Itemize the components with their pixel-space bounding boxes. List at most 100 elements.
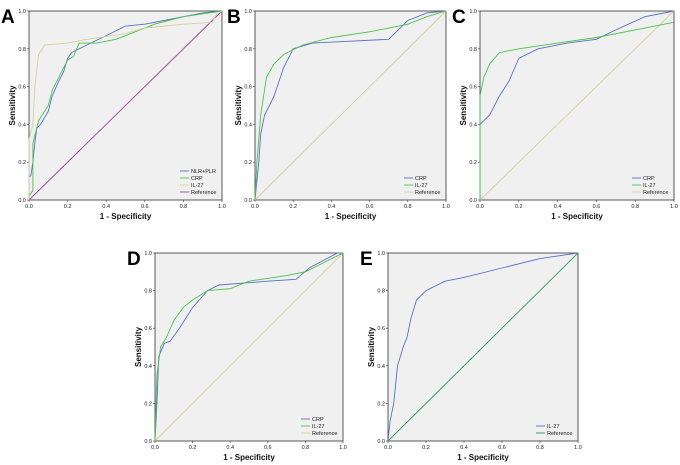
x-tick-label: 0.4 — [226, 445, 234, 451]
y-tick-label: 0.6 — [244, 85, 252, 91]
y-tick-label: 0.6 — [377, 326, 385, 332]
roc-panel-b: B 0.00.0 0.2 0.2 0.4 0.4 0.6 0.6 0.8 0.8 1.0 1.0 1 -… — [227, 7, 450, 221]
x-tick-label: 0.8 — [536, 445, 544, 451]
x-tick-label: 0.6 — [264, 445, 272, 451]
roc-panel-e: E 0.00.0 0.2 0.2 0.4 0.4 0.6 0.6 0.8 0.8 1.0 1.0 1 -… — [360, 249, 582, 462]
roc-panel-c: C 0.00.0 0.2 0.2 0.4 0.4 0.6 0.6 0.8 0.8 1.0 1.0 1 -… — [452, 7, 678, 221]
x-tick-label: 0.8 — [180, 204, 188, 210]
x-tick-label: 0.4 — [554, 204, 562, 210]
roc-curve-crp — [254, 10, 447, 201]
roc-curve-il-27 — [479, 21, 675, 200]
y-tick-label: 0.4 — [469, 122, 477, 128]
legend-label: IL-27 — [415, 183, 428, 189]
x-tick-label: 0.8 — [631, 204, 639, 210]
roc-curve-il-27 — [154, 252, 344, 442]
x-tick-label: 1.0 — [670, 204, 678, 210]
legend-label: IL-27 — [547, 424, 560, 430]
x-tick-label: 0.2 — [289, 204, 297, 210]
legend-label: Reference — [191, 190, 216, 196]
roc-curve-nlr-plr — [28, 10, 223, 200]
x-tick-label: 0.2 — [515, 204, 523, 210]
x-tick-label: 0.0 — [251, 204, 259, 210]
y-tick-label: 0.2 — [144, 401, 152, 407]
x-tick-label: 0.6 — [366, 204, 374, 210]
x-tick-label: 0.2 — [189, 445, 197, 451]
y-tick-label: 1.0 — [18, 9, 26, 15]
y-axis-label: Sensitivity — [134, 326, 143, 367]
panel-label: B — [227, 7, 241, 28]
legend-label: IL-27 — [312, 424, 325, 430]
y-tick-label: 0.2 — [18, 160, 26, 166]
x-axis-label: 1 - Specificity — [223, 453, 275, 462]
y-tick-label: 0.8 — [469, 47, 477, 53]
y-tick-label: 0.6 — [18, 85, 26, 91]
x-tick-label: 1.0 — [339, 445, 347, 451]
legend-label: Reference — [547, 431, 572, 437]
x-tick-label: 1.0 — [574, 445, 582, 451]
y-tick-label: 0.4 — [244, 122, 252, 128]
panel-label: E — [360, 249, 373, 270]
legend-label: IL-27 — [191, 183, 204, 189]
y-axis-label: Sensitivity — [459, 85, 468, 126]
x-tick-label: 0.2 — [422, 445, 430, 451]
roc-curve-reference — [387, 252, 579, 442]
x-tick-label: 0.8 — [404, 204, 412, 210]
roc-curve-reference — [28, 10, 223, 201]
x-tick-label: 0.6 — [141, 204, 149, 210]
y-tick-label: 0.2 — [377, 401, 385, 407]
y-axis-label: Sensitivity — [8, 85, 17, 126]
x-tick-label: 0.0 — [25, 204, 33, 210]
x-tick-label: 0.4 — [102, 204, 110, 210]
x-tick-label: 1.0 — [218, 204, 226, 210]
x-tick-label: 0.0 — [151, 445, 159, 451]
y-tick-label: 0.2 — [244, 160, 252, 166]
y-tick-label: 0.0 — [377, 439, 385, 445]
x-tick-label: 0.6 — [593, 204, 601, 210]
roc-curve-crp — [479, 10, 675, 200]
legend-label: Reference — [415, 190, 440, 196]
legend-label: Reference — [643, 190, 668, 196]
roc-curve-reference — [254, 10, 447, 201]
roc-curve-reference — [154, 252, 344, 442]
legend-label: CRP — [312, 417, 324, 423]
y-tick-label: 0.0 — [18, 198, 26, 204]
y-tick-label: 0.0 — [244, 198, 252, 204]
y-axis-label: Sensitivity — [234, 85, 243, 126]
y-tick-label: 0.8 — [377, 289, 385, 295]
x-tick-label: 1.0 — [442, 204, 450, 210]
legend-label: CRP — [191, 176, 203, 182]
panel-label: C — [452, 7, 466, 28]
y-tick-label: 0.6 — [469, 85, 477, 91]
y-tick-label: 0.2 — [469, 160, 477, 166]
y-tick-label: 1.0 — [377, 251, 385, 257]
y-tick-label: 0.8 — [244, 47, 252, 53]
panel-label: A — [1, 7, 15, 28]
x-axis-label: 1 - Specificity — [100, 212, 152, 221]
y-tick-label: 0.0 — [144, 439, 152, 445]
x-tick-label: 0.0 — [384, 445, 392, 451]
legend-label: CRP — [415, 176, 427, 182]
x-tick-label: 0.8 — [302, 445, 310, 451]
y-tick-label: 0.4 — [377, 364, 385, 370]
y-axis-label: Sensitivity — [367, 326, 376, 367]
y-tick-label: 0.6 — [144, 326, 152, 332]
y-tick-label: 0.4 — [18, 122, 26, 128]
y-tick-label: 0.8 — [18, 47, 26, 53]
roc-curve-il-27 — [254, 10, 447, 201]
x-axis-label: 1 - Specificity — [551, 212, 603, 221]
legend-label: Reference — [312, 431, 337, 437]
x-tick-label: 0.6 — [498, 445, 506, 451]
legend-label: IL-27 — [643, 183, 656, 189]
roc-curve-il-27 — [28, 10, 223, 200]
legend-label: NLR+PLR — [191, 169, 216, 175]
y-tick-label: 1.0 — [469, 9, 477, 15]
x-tick-label: 0.2 — [64, 204, 72, 210]
x-axis-label: 1 - Specificity — [325, 212, 377, 221]
roc-curve-reference — [479, 10, 675, 201]
legend-label: CRP — [643, 176, 655, 182]
x-axis-label: 1 - Specificity — [457, 453, 509, 462]
x-tick-label: 0.0 — [476, 204, 484, 210]
panel-label: D — [127, 249, 141, 270]
y-tick-label: 1.0 — [144, 251, 152, 257]
